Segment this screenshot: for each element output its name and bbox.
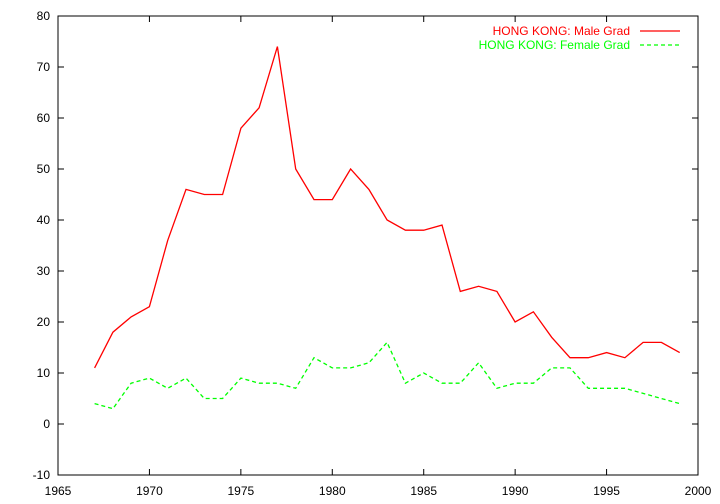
x-tick-label: 2000 <box>685 484 712 498</box>
series-line-female-grad <box>94 341 680 410</box>
y-tick-label: 20 <box>37 315 51 329</box>
y-tick-label: 10 <box>37 366 51 380</box>
x-tick-label: 1970 <box>136 484 163 498</box>
y-tick-label: -10 <box>33 468 51 482</box>
y-tick-label: 60 <box>37 111 51 125</box>
x-tick-labels: 1965 1970 1975 1980 1985 1990 1995 2000 <box>45 484 712 498</box>
x-tick-label: 1965 <box>45 484 72 498</box>
y-tick-label: 0 <box>43 417 50 431</box>
y-tick-label: 40 <box>37 213 51 227</box>
legend-label: HONG KONG: Female Grad <box>479 38 630 52</box>
series-lines <box>94 46 681 410</box>
axis-ticks <box>57 15 699 476</box>
y-tick-label: 50 <box>37 162 51 176</box>
y-tick-label: 80 <box>37 9 51 23</box>
x-tick-label: 1975 <box>228 484 255 498</box>
x-tick-label: 1995 <box>593 484 620 498</box>
y-tick-label: 30 <box>37 264 51 278</box>
x-tick-label: 1990 <box>502 484 529 498</box>
y-tick-label: 70 <box>37 60 51 74</box>
legend-label: HONG KONG: Male Grad <box>493 24 630 38</box>
y-tick-labels: -10 0 10 20 30 40 50 60 70 80 <box>33 9 51 482</box>
x-tick-label: 1985 <box>410 484 437 498</box>
series-line-male-grad <box>94 46 681 369</box>
plot-frame <box>57 15 699 476</box>
x-tick-label: 1980 <box>319 484 346 498</box>
